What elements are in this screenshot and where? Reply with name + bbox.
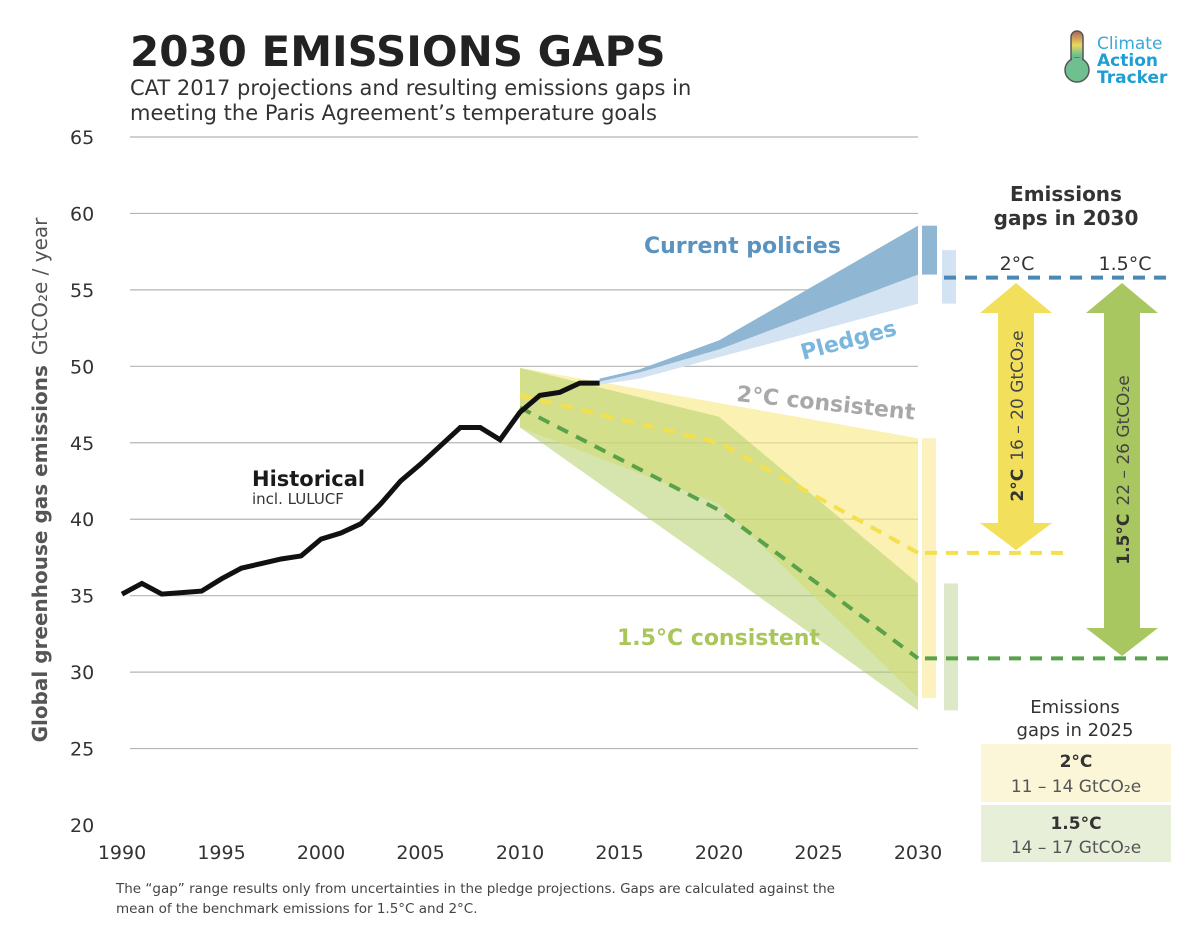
logo-line-1: Climate (1097, 34, 1162, 54)
x-tick-label: 2015 (595, 842, 643, 864)
y-tick-label: 20 (70, 815, 94, 837)
projection-bands (520, 225, 918, 711)
two-c-2030-bar (922, 438, 936, 699)
page-title: 2030 EMISSIONS GAPS (130, 27, 666, 76)
gaps-2025-panel: Emissions gaps in 2025 2°C 11 – 14 GtCO₂… (981, 697, 1171, 862)
footnote-line-1: The “gap” range results only from uncert… (115, 881, 835, 897)
y-tick-label: 30 (70, 662, 94, 684)
y-tick-label: 60 (70, 203, 94, 225)
x-tick-labels: 1990 1995 2000 2005 2010 2015 2020 2025 2030 (98, 842, 942, 864)
x-tick-label: 2020 (695, 842, 743, 864)
gaps-2030-title-1: Emissions (1010, 182, 1122, 206)
gaps-2030-panel: Emissions gaps in 2030 2°C 1.5°C 2°C16 –… (980, 182, 1158, 656)
gaps-2025-title-2: gaps in 2025 (1017, 720, 1134, 741)
y-tick-label: 65 (70, 127, 94, 149)
historical-label: Historical (252, 467, 365, 491)
1-5-c-consistent-band (520, 367, 918, 711)
x-tick-label: 2010 (496, 842, 544, 864)
gaps-2025-title-1: Emissions (1030, 697, 1119, 718)
gridlines (130, 136, 918, 750)
subtitle-line-1: CAT 2017 projections and resulting emiss… (130, 76, 691, 100)
y-tick-label: 40 (70, 509, 94, 531)
x-tick-label: 2005 (396, 842, 444, 864)
logo-line-2: Action (1097, 51, 1158, 71)
gaps-2025-15c-value: 14 – 17 GtCO₂e (1011, 838, 1141, 858)
gaps-2025-2c-label: 2°C (1060, 752, 1093, 772)
historical-sublabel: incl. LULUCF (252, 490, 344, 508)
current-policies-2030-bar (922, 225, 937, 275)
series-lines (120, 380, 920, 660)
gaps-2030-title-2: gaps in 2030 (994, 206, 1139, 230)
logo-line-3: Tracker (1097, 68, 1168, 88)
y-axis-label: Global greenhouse gas emissionsGtCO₂e / … (28, 217, 52, 743)
gaps-2025-15c-label: 1.5°C (1050, 814, 1101, 834)
one-five-c-2030-bar (944, 583, 958, 711)
subtitle-line-2: meeting the Paris Agreement’s temperatur… (130, 101, 657, 125)
thermometer-icon (1064, 30, 1090, 83)
x-tick-label: 1995 (197, 842, 245, 864)
climate-action-tracker-logo: Climate Action Tracker (1064, 30, 1168, 88)
y-tick-label: 25 (70, 739, 94, 761)
x-tick-label: 2025 (794, 842, 842, 864)
gaps-2030-col-15c: 1.5°C (1099, 253, 1152, 275)
y-tick-label: 45 (70, 433, 94, 455)
y-tick-labels: 20 25 30 35 40 45 50 55 60 65 (70, 127, 94, 837)
historical-line (120, 380, 600, 597)
gap-15c-text: 1.5°C22 – 26 GtCO₂e (1114, 375, 1134, 564)
gap-2c-text: 2°C16 – 20 GtCO₂e (1008, 330, 1028, 501)
two-c-mean-line (519, 393, 919, 555)
ranges-2030 (922, 225, 1170, 711)
current-policies-label: Current policies (644, 234, 841, 259)
gap-arrow-15c (1086, 283, 1158, 656)
gaps-2025-2c-value: 11 – 14 GtCO₂e (1011, 777, 1141, 797)
x-tick-label: 1990 (98, 842, 146, 864)
gaps-2025-2c-box (981, 744, 1171, 802)
x-tick-label: 2000 (297, 842, 345, 864)
footnote-line-2: mean of the benchmark emissions for 1.5°… (116, 901, 478, 917)
gap-arrow-2c (980, 283, 1052, 550)
gaps-2030-col-2c: 2°C (1000, 253, 1035, 275)
one-five-c-consistent-label: 1.5°C consistent (617, 626, 820, 651)
gaps-2025-15c-box (981, 805, 1171, 862)
y-tick-label: 35 (70, 586, 94, 608)
y-tick-label: 50 (70, 356, 94, 378)
one-five-c-mean-line (519, 405, 920, 660)
x-tick-label: 2030 (894, 842, 942, 864)
y-tick-label: 55 (70, 280, 94, 302)
